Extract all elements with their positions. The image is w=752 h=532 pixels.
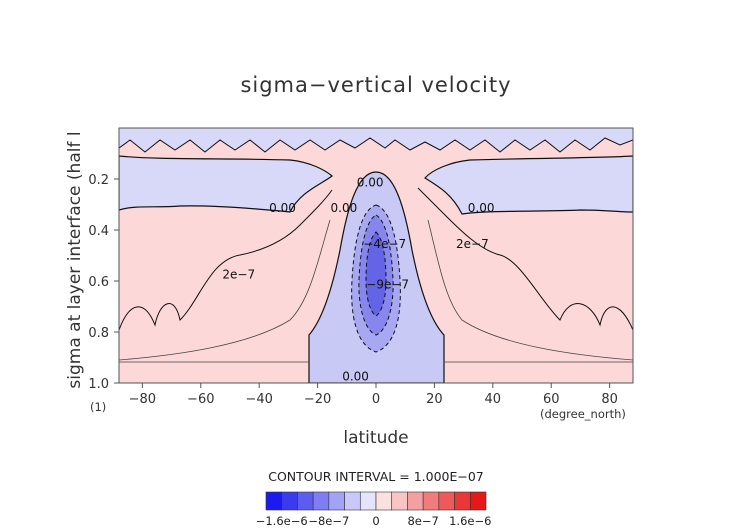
y-tick-label: 0.4 <box>88 224 109 239</box>
colorbar-swatch <box>469 491 487 511</box>
x-axis-label: latitude <box>343 428 408 448</box>
northern-negative-band <box>424 155 633 215</box>
contour-label: 2e−7 <box>456 237 489 251</box>
contour-label: 0.00 <box>357 176 384 190</box>
contour-line-2e7-south <box>119 219 331 361</box>
colorbar-swatch <box>359 491 377 511</box>
colorbar-swatch <box>454 491 471 511</box>
x-tick-label: 80 <box>601 392 618 407</box>
contour-label: −4e−7 <box>363 237 406 251</box>
colorbar-swatch <box>312 491 330 511</box>
y-tick-label: 0.6 <box>88 275 109 290</box>
x-tick-label: 60 <box>543 392 560 407</box>
colorbar-swatch <box>391 491 408 511</box>
y-tick-label: 0.8 <box>88 326 109 341</box>
upper-noise-band <box>119 128 633 153</box>
colorbar-tick-label: 8e−7 <box>407 514 438 528</box>
x-tick-label: −20 <box>304 392 331 407</box>
colorbar-swatch <box>297 491 314 511</box>
x-tick-label: 0 <box>372 392 380 407</box>
plot-area <box>119 128 633 383</box>
x-tick-label: 20 <box>426 392 443 407</box>
contour-line-north <box>417 187 633 331</box>
colorbar-swatch <box>344 491 361 511</box>
x-tick-label: −40 <box>245 392 272 407</box>
colorbar-tick-label: −1.6e−6 <box>256 514 308 528</box>
contour-label: 0.00 <box>342 369 369 383</box>
colorbar-swatch <box>281 491 298 511</box>
colorbar-swatch <box>375 491 393 511</box>
central-core-3 <box>365 231 387 317</box>
contour-line-2e7-north <box>427 219 633 361</box>
x-axis-units: (degree_north) <box>540 407 626 421</box>
y-axis-ticks: 0.2 0.4 0.6 0.8 1.0 <box>88 173 119 392</box>
contour-label: 2e−7 <box>222 267 255 281</box>
x-tick-label: −80 <box>129 392 156 407</box>
colorbar-tick-label: 0 <box>372 514 379 528</box>
contour-label: 0.00 <box>269 201 296 215</box>
x-axis-ticks: −80 −60 −40 −20 0 20 40 60 80 <box>129 383 618 407</box>
contour-label: −9e−7 <box>366 278 409 292</box>
contour-interval: CONTOUR INTERVAL = 1.000E−07 <box>268 469 484 484</box>
y-tick-label: 1.0 <box>88 377 109 392</box>
x-tick-label: 40 <box>485 392 502 407</box>
y-tick-label: 0.2 <box>88 173 109 188</box>
colorbar-ticks: −1.6e−6 −8e−7 0 8e−7 1.6e−6 <box>256 514 492 528</box>
x-tick-label: −60 <box>187 392 214 407</box>
colorbar <box>265 491 487 511</box>
southern-negative-band <box>119 155 333 213</box>
contour-line-south <box>119 189 333 331</box>
colorbar-tick-label: −8e−7 <box>308 514 349 528</box>
colorbar-swatch <box>422 491 440 511</box>
contour-label: 0.00 <box>331 201 358 215</box>
colorbar-swatch <box>328 491 345 511</box>
y-axis-label: sigma at layer interface (half l <box>65 131 85 388</box>
colorbar-tick-label: 1.6e−6 <box>449 514 491 528</box>
y-axis-units: (1) <box>90 400 106 414</box>
colorbar-swatch <box>265 491 283 511</box>
chart-title: sigma−vertical velocity <box>240 73 511 97</box>
contour-label: 0.00 <box>468 201 495 215</box>
contour-labels: 0.00 0.00 0.00 0.00 0.00 2e−7 2e−7 −4e−7 −9e−7 <box>222 176 494 384</box>
colorbar-swatch <box>407 491 424 511</box>
colorbar-swatch <box>438 491 455 511</box>
